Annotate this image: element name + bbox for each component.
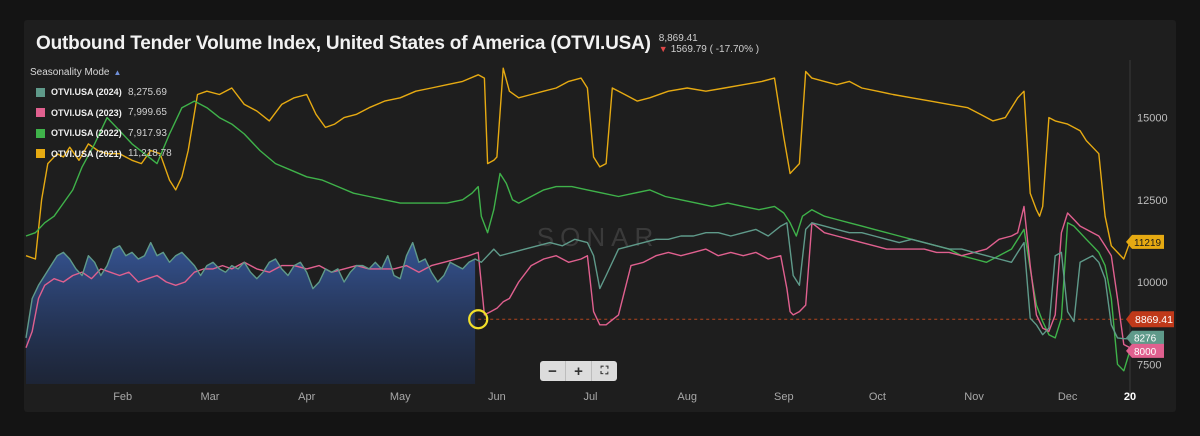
legend-item[interactable]: OTVI.USA (2024) 8,275.69 [30,82,172,103]
change-readout: ▼ 1569.79 ( -17.70% ) [659,44,759,55]
legend-item[interactable]: OTVI.USA (2022) 7,917.93 [30,123,172,144]
highlight-marker [468,309,489,330]
x-tick-label: Aug [677,391,697,403]
legend-item-value: 8,275.69 [128,86,167,98]
reference-label-text: 8869.41 [1135,314,1173,326]
chart-header: Outbound Tender Volume Index, United Sta… [36,29,759,59]
header-stats: 8,869.41 ▼ 1569.79 ( -17.70% ) [659,33,759,55]
legend-swatch [36,87,45,97]
end-label-bg [1126,234,1164,249]
zoom-in-button[interactable]: + [566,361,592,381]
reference-label-bg [1126,311,1174,328]
x-tick-label: Jun [488,391,506,403]
series-line-2024 [25,222,1130,340]
end-label-text: 8276 [1134,334,1157,345]
down-arrow-icon: ▼ [658,44,668,54]
zoom-out-button[interactable]: − [540,361,566,381]
legend-item[interactable]: OTVI.USA (2023) 7,999.65 [30,103,172,124]
end-value-label: 11219 [1126,234,1164,249]
current-value: 8,869.41 [658,33,698,44]
fullscreen-button[interactable]: ⛶ [600,364,609,377]
legend-item-value: 7,917.93 [128,127,167,139]
legend-swatch [36,149,45,159]
x-tick-label: May [390,391,411,403]
seasonality-mode-toggle[interactable]: Seasonality Mode ▲ [30,67,172,78]
legend-item-name: OTVI.USA (2024) [51,87,122,98]
legend-item-value: 11,218.78 [128,148,172,160]
chart-title: Outbound Tender Volume Index, United Sta… [36,33,651,54]
end-label-text: 8000 [1134,347,1157,358]
change-value: 1569.79 ( -17.70% ) [670,44,760,55]
legend-swatch [36,128,45,138]
x-tick-label: Oct [869,391,886,403]
x-tick-label: Sep [774,391,794,403]
end-label-bg [1126,343,1164,358]
x-tick-label: Apr [298,391,315,403]
x-tick-label: Nov [964,391,984,403]
y-tick-label: 15000 [1137,113,1168,125]
legend-item[interactable]: OTVI.USA (2021) 11,218.78 [30,144,172,165]
reference-value-label: 8869.41 [1126,311,1174,328]
end-label-bg [1126,330,1164,345]
seasonality-mode-label: Seasonality Mode [30,67,110,78]
legend-item-value: 7,999.65 [128,107,167,119]
y-tick-label: 12500 [1137,195,1168,207]
y-tick-label: 7500 [1137,359,1161,371]
end-value-label: 8000 [1126,343,1164,358]
series-line-2021 [25,67,1131,260]
legend-item-name: OTVI.USA (2023) [51,107,122,118]
x-tick-label: Jul [583,391,597,403]
x-tick-label: Feb [113,391,132,403]
series-line-2022 [25,100,1131,372]
chevron-up-icon: ▲ [113,68,122,77]
legend-item-name: OTVI.USA (2021) [51,148,122,159]
x-tick-label: Dec [1058,391,1078,403]
legend-item-name: OTVI.USA (2022) [51,128,122,139]
end-label-text: 11219 [1134,238,1162,249]
series-area-2024 [26,242,476,384]
x-tick-label: 20 [1124,391,1136,403]
zoom-controls: − + ⛶ [540,361,617,381]
watermark: SONAR [537,222,659,252]
y-tick-label: 10000 [1137,277,1168,289]
x-tick-label: Mar [201,391,220,403]
series-line-2023 [25,205,1131,349]
legend-swatch [36,108,45,118]
legend: Seasonality Mode ▲ OTVI.USA (2024) 8,275… [30,67,172,164]
end-value-label: 8276 [1126,330,1164,345]
